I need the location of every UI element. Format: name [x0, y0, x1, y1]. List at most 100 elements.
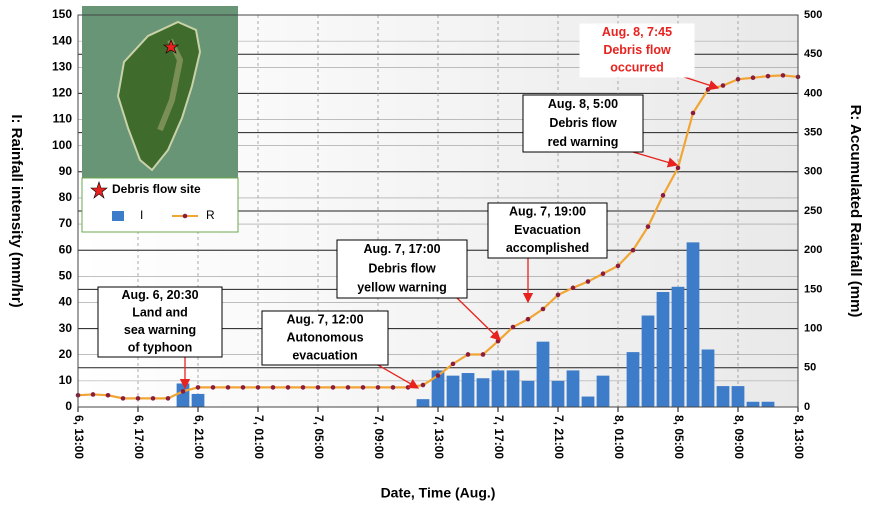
- annotation-text: accomplished: [506, 241, 589, 255]
- y-tick-label: 40: [59, 295, 73, 309]
- inset-map: Debris flow site: [82, 6, 238, 232]
- x-axis-title: Date, Time (Aug.): [381, 485, 496, 501]
- bar: [522, 381, 535, 407]
- annotation-text: red warning: [548, 135, 619, 149]
- y-tick-label: 100: [52, 138, 72, 152]
- line-marker: [301, 385, 306, 390]
- y2-tick-label: 450: [804, 48, 822, 60]
- y2-tick-label: 300: [804, 166, 822, 178]
- y-tick-label: 70: [59, 216, 73, 230]
- bar: [597, 376, 610, 407]
- x-tick-label: 6, 21:00: [192, 415, 206, 459]
- bar: [417, 399, 430, 407]
- y2-tick-label: 200: [804, 244, 822, 256]
- line-marker: [526, 317, 531, 322]
- bar: [192, 394, 205, 407]
- x-tick-label: 7, 17:00: [492, 415, 506, 459]
- y-axis-title: I: Rainfall intensity (mm/hr): [8, 114, 25, 307]
- x-tick-label: 7, 21:00: [552, 415, 566, 459]
- bar: [552, 381, 565, 407]
- annotation-text: Autonomous: [286, 330, 363, 344]
- bar: [762, 402, 775, 407]
- y-tick-label: 60: [59, 242, 73, 256]
- line-marker: [481, 352, 486, 357]
- x-tick-label: 8, 13:00: [792, 415, 806, 459]
- legend-label: R: [206, 208, 215, 222]
- annotation-text: Aug. 7, 17:00: [363, 242, 440, 256]
- x-tick-label: 8, 01:00: [612, 415, 626, 459]
- bar: [747, 402, 760, 407]
- annotation-text: Aug. 6, 20:30: [121, 288, 198, 302]
- annotation-text: Debris flow: [549, 116, 617, 130]
- annotation-text: Debris flow: [368, 261, 436, 275]
- y-tick-label: 140: [52, 33, 72, 47]
- line-marker: [106, 393, 111, 398]
- annotation-text: sea warning: [124, 323, 196, 337]
- annotation-text: Land and: [132, 306, 188, 320]
- legend-swatch: [183, 214, 188, 219]
- y-tick-label: 30: [59, 321, 73, 335]
- y2-tick-label: 0: [804, 401, 810, 413]
- line-marker: [421, 383, 426, 388]
- y-tick-label: 20: [59, 347, 73, 361]
- line-marker: [451, 362, 456, 367]
- line-marker: [781, 73, 786, 78]
- annotation-text: Evacuation: [514, 223, 581, 237]
- y-tick-label: 50: [59, 269, 73, 283]
- line-marker: [136, 396, 141, 401]
- line-marker: [241, 385, 246, 390]
- chart: Debris flow site I R Date, Time (Aug.) I:…: [0, 0, 870, 504]
- line-marker: [211, 385, 216, 390]
- line-marker: [601, 271, 606, 276]
- y2-tick-label: 50: [804, 362, 816, 374]
- line-marker: [271, 385, 276, 390]
- bar: [507, 370, 520, 407]
- line-marker: [646, 224, 651, 229]
- bar: [177, 383, 190, 407]
- line-marker: [691, 111, 696, 116]
- y2-tick-label: 350: [804, 127, 822, 139]
- bar: [657, 292, 670, 407]
- line-marker: [406, 385, 411, 390]
- line-marker: [91, 392, 96, 397]
- y-tick-label: 90: [59, 164, 73, 178]
- x-tick-label: 7, 05:00: [312, 415, 326, 459]
- y2-axis-title: R: Accumulated Rainfall (mm): [847, 105, 864, 318]
- line-marker: [676, 166, 681, 171]
- y2-tick-label: 500: [804, 9, 822, 21]
- line-marker: [616, 264, 621, 269]
- x-tick-label: 8, 09:00: [732, 415, 746, 459]
- bar: [717, 386, 730, 407]
- bar: [477, 378, 490, 407]
- line-marker: [151, 396, 156, 401]
- line-marker: [766, 74, 771, 79]
- y-tick-label: 80: [59, 190, 73, 204]
- site-legend: Debris flow site: [112, 182, 201, 196]
- line-marker: [661, 193, 666, 198]
- line-marker: [121, 396, 126, 401]
- line-marker: [226, 385, 231, 390]
- x-tick-label: 7, 01:00: [252, 415, 266, 459]
- y-tick-label: 150: [52, 7, 72, 21]
- y2-tick-label: 100: [804, 323, 822, 335]
- annotation-text: Aug. 8, 5:00: [548, 97, 618, 111]
- bar: [702, 350, 715, 407]
- legend-label: I: [140, 208, 143, 222]
- line-marker: [736, 77, 741, 82]
- bar: [687, 242, 700, 407]
- bar: [567, 370, 580, 407]
- annotation-text: occurred: [610, 60, 664, 74]
- annotation-text: Aug. 8, 7:45: [602, 25, 672, 39]
- x-tick-label: 6, 17:00: [132, 415, 146, 459]
- line-marker: [286, 385, 291, 390]
- bar: [672, 287, 685, 407]
- annotation-text: Aug. 7, 12:00: [286, 312, 363, 326]
- line-marker: [256, 385, 261, 390]
- line-marker: [436, 373, 441, 378]
- bar: [492, 370, 505, 407]
- line-marker: [586, 279, 591, 284]
- line-marker: [331, 385, 336, 390]
- line-marker: [376, 385, 381, 390]
- line-marker: [181, 389, 186, 394]
- line-marker: [721, 83, 726, 88]
